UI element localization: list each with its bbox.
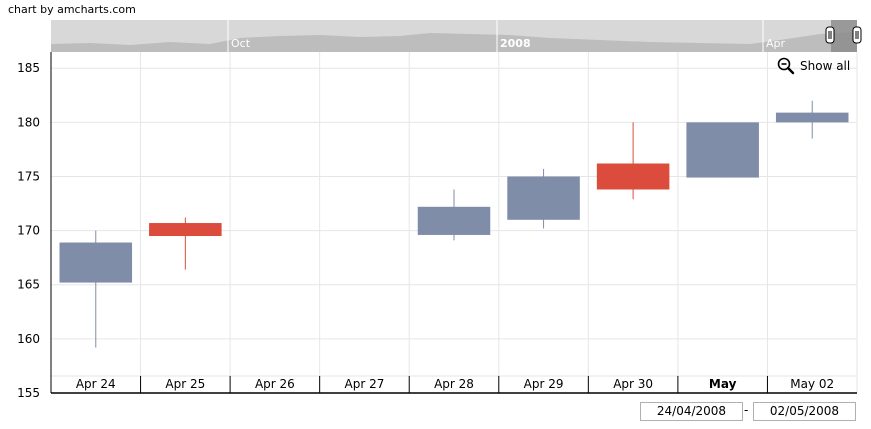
y-tick-label: 175 xyxy=(17,169,40,183)
candle-body xyxy=(507,176,580,220)
y-tick-label: 165 xyxy=(17,278,40,292)
candles xyxy=(59,100,849,348)
x-tick-label: Apr 24 xyxy=(76,377,116,391)
x-tick-label: Apr 28 xyxy=(434,377,474,391)
y-tick-label: 185 xyxy=(17,61,40,75)
show-all-button[interactable]: Show all xyxy=(777,56,850,76)
candle-body xyxy=(417,206,491,235)
y-tick-label: 155 xyxy=(17,386,40,400)
x-tick-label: May 02 xyxy=(790,377,834,391)
x-tick-label: Apr 29 xyxy=(524,377,564,391)
scrollbar-label-oct: Oct xyxy=(231,37,251,50)
chart-credit[interactable]: chart by amcharts.com xyxy=(8,3,136,16)
scrollbar[interactable]: Oct 2008 Apr xyxy=(51,20,862,52)
scrollbar-label-apr: Apr xyxy=(766,37,786,50)
scrollbar-right-handle[interactable] xyxy=(852,26,862,44)
x-tick-label: Apr 25 xyxy=(165,377,205,391)
candle-body xyxy=(686,122,759,178)
scrollbar-label-2008: 2008 xyxy=(500,37,531,50)
x-tick-label: Apr 26 xyxy=(255,377,295,391)
scrollbar-left-handle[interactable] xyxy=(825,26,835,44)
x-tick-label: Apr 30 xyxy=(613,377,653,391)
axes: 155 160 165 170 175 180 185 Apr 24 Apr 25 Apr 26 A… xyxy=(17,52,857,400)
show-all-label: Show all xyxy=(800,59,851,73)
candle-body xyxy=(149,223,222,237)
x-tick-label: May xyxy=(709,377,737,391)
scrollbar-area-shape xyxy=(51,32,857,52)
y-tick-label: 180 xyxy=(17,115,40,129)
candle-body xyxy=(59,242,133,283)
zoom-out-icon xyxy=(777,57,795,75)
y-tick-label: 160 xyxy=(17,332,40,346)
x-tick-label: Apr 27 xyxy=(345,377,385,391)
end-date-input[interactable]: 02/05/2008 xyxy=(753,402,856,421)
candle-body xyxy=(775,112,849,123)
y-tick-label: 170 xyxy=(17,224,40,238)
date-separator: - xyxy=(744,403,749,417)
start-date-input[interactable]: 24/04/2008 xyxy=(640,402,743,421)
candle-body xyxy=(596,163,670,190)
